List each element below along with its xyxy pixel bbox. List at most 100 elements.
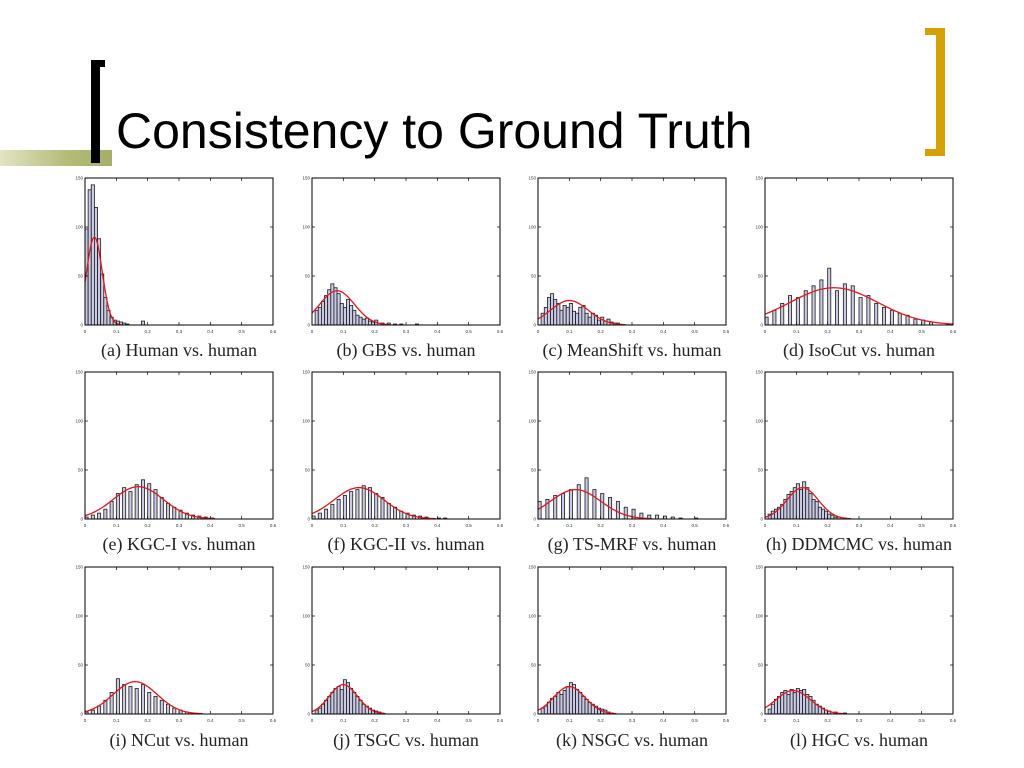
x-tick-label: 0.3 bbox=[403, 329, 410, 334]
x-tick-label: 0.4 bbox=[887, 329, 894, 334]
y-tick-label: 0 bbox=[80, 712, 83, 717]
plot-frame bbox=[311, 371, 501, 520]
x-tick-label: 0.5 bbox=[692, 329, 699, 334]
x-tick-label: 0.5 bbox=[466, 523, 473, 528]
histogram-bar bbox=[578, 306, 583, 326]
histogram-bar bbox=[361, 703, 366, 715]
histogram-bar bbox=[575, 312, 580, 326]
histogram-plot: 0 0.1 0.2 0.3 0.4 0.5 0.6 0 50 100 150 bbox=[302, 176, 503, 335]
x-tick-label: 0.4 bbox=[434, 329, 441, 334]
x-tick-label: 0.3 bbox=[403, 718, 410, 723]
histogram-bar bbox=[368, 487, 372, 520]
histogram-bar bbox=[827, 267, 832, 326]
x-tick-label: 0.5 bbox=[466, 329, 473, 334]
histogram-plot: 0 0.1 0.2 0.3 0.4 0.5 0.6 0 50 100 150 bbox=[75, 176, 276, 335]
histogram-bar bbox=[128, 686, 133, 715]
histogram-bar bbox=[333, 688, 338, 715]
histogram-plot: 0 0.1 0.2 0.3 0.4 0.5 0.6 0 50 100 150 bbox=[528, 176, 729, 335]
histogram-bar bbox=[811, 499, 816, 520]
histogram-bar bbox=[153, 695, 158, 715]
x-tick-label: 0.2 bbox=[372, 523, 379, 528]
y-tick-label: 100 bbox=[755, 419, 763, 424]
histogram-bar bbox=[361, 485, 366, 520]
x-tick-label: 0.1 bbox=[340, 329, 347, 334]
histogram-bar bbox=[821, 508, 825, 520]
x-tick-label: 0.6 bbox=[723, 718, 730, 723]
y-tick-label: 100 bbox=[302, 614, 310, 619]
panel-caption: (l) HGC vs. human bbox=[790, 730, 928, 750]
histogram-bar bbox=[565, 306, 570, 326]
x-tick-label: 0.6 bbox=[270, 718, 277, 723]
histogram-bar bbox=[568, 489, 573, 520]
plot-frame bbox=[84, 566, 274, 715]
histogram-panel: 0 0.1 0.2 0.3 0.4 0.5 0.6 0 50 100 150 bbox=[528, 565, 729, 724]
x-tick-label: 0.5 bbox=[239, 329, 246, 334]
histogram-bar bbox=[330, 283, 335, 326]
histogram-bar bbox=[317, 306, 322, 326]
panel-caption: (j) TSGC vs. human bbox=[333, 730, 479, 750]
y-tick-label: 150 bbox=[528, 176, 536, 181]
x-tick-label: 0.3 bbox=[856, 523, 863, 528]
y-tick-label: 50 bbox=[758, 663, 764, 668]
histogram-bar bbox=[559, 309, 564, 326]
x-tick-label: 0.5 bbox=[692, 718, 699, 723]
histogram-bar bbox=[159, 699, 164, 715]
histogram-bar bbox=[172, 707, 177, 715]
y-tick-label: 100 bbox=[755, 225, 763, 230]
y-tick-label: 50 bbox=[758, 274, 764, 279]
histogram-bar bbox=[330, 692, 335, 715]
histogram-bar bbox=[565, 686, 570, 715]
histogram-bar bbox=[122, 684, 127, 715]
histogram-bar bbox=[355, 489, 360, 520]
x-tick-label: 0 bbox=[764, 718, 767, 723]
plot-frame bbox=[537, 371, 727, 520]
histogram-bar bbox=[615, 500, 620, 520]
histogram-bar bbox=[336, 499, 341, 520]
x-tick-label: 0.5 bbox=[919, 329, 926, 334]
x-tick-label: 0.2 bbox=[598, 718, 605, 723]
histogram-bar bbox=[355, 695, 360, 715]
histogram-bar bbox=[141, 479, 145, 520]
fit-curve bbox=[84, 486, 216, 520]
plot-frame bbox=[84, 177, 274, 326]
histogram-bar bbox=[874, 303, 879, 326]
histogram-bar bbox=[562, 690, 567, 715]
y-tick-label: 50 bbox=[305, 663, 311, 668]
y-tick-label: 150 bbox=[755, 176, 763, 181]
x-tick-label: 0.1 bbox=[793, 523, 800, 528]
histogram-bar bbox=[93, 206, 98, 326]
plot-frame bbox=[537, 177, 727, 326]
histogram-bar bbox=[897, 312, 902, 326]
histogram-bar bbox=[835, 290, 840, 326]
x-tick-label: 0.5 bbox=[466, 718, 473, 723]
histogram-bar bbox=[327, 695, 332, 715]
y-tick-label: 150 bbox=[75, 176, 83, 181]
histogram-bar bbox=[827, 513, 832, 520]
fit-curve bbox=[311, 486, 436, 520]
histogram-bar bbox=[90, 709, 95, 715]
y-tick-label: 150 bbox=[755, 370, 763, 375]
y-tick-label: 50 bbox=[531, 663, 537, 668]
histogram-bar bbox=[592, 489, 597, 520]
histogram-bar bbox=[339, 689, 344, 715]
x-tick-label: 0.3 bbox=[629, 718, 636, 723]
x-tick-label: 0.6 bbox=[950, 718, 957, 723]
y-tick-label: 100 bbox=[75, 419, 83, 424]
histogram-panel: 0 0.1 0.2 0.3 0.4 0.5 0.6 0 50 100 150 bbox=[755, 176, 956, 335]
histogram-bar bbox=[543, 705, 548, 715]
histogram-bar bbox=[814, 500, 819, 520]
panel-caption: (d) IsoCut vs. human bbox=[783, 340, 935, 360]
plot-frame bbox=[84, 371, 274, 520]
histogram-bar bbox=[842, 283, 847, 326]
x-tick-label: 0.2 bbox=[372, 718, 379, 723]
x-tick-label: 0.3 bbox=[856, 718, 863, 723]
histogram-bar bbox=[364, 317, 369, 326]
y-tick-label: 150 bbox=[302, 176, 310, 181]
histogram-bar bbox=[584, 477, 589, 520]
x-tick-label: 0 bbox=[84, 718, 87, 723]
x-tick-label: 0.1 bbox=[566, 523, 573, 528]
histogram-plot: 0 0.1 0.2 0.3 0.4 0.5 0.6 0 50 100 150 bbox=[755, 176, 956, 335]
histogram-bar bbox=[115, 678, 120, 715]
histogram-bar bbox=[556, 303, 561, 326]
slide-title: Consistency to Ground Truth bbox=[116, 103, 753, 159]
